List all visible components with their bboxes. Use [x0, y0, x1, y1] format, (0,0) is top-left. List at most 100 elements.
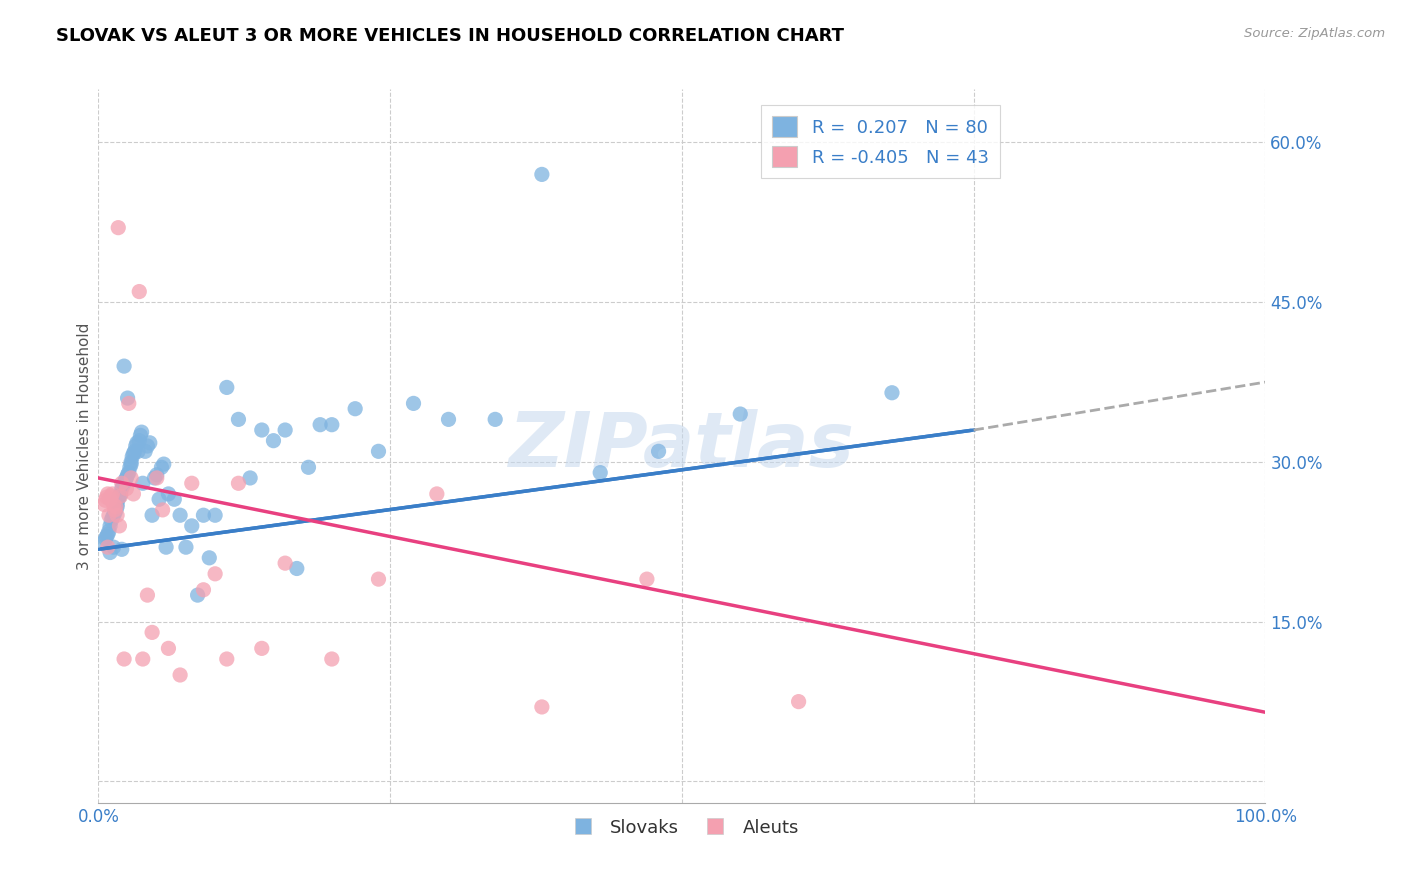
- Point: [96, 490, 118, 504]
- Point: [128, 285, 150, 299]
- Point: [426, 487, 449, 501]
- Point: [787, 695, 810, 709]
- Point: [132, 652, 155, 666]
- Point: [108, 489, 131, 503]
- Point: [105, 508, 128, 523]
- Point: [120, 457, 142, 471]
- Point: [146, 467, 169, 482]
- Point: [104, 503, 127, 517]
- Point: [285, 561, 308, 575]
- Point: [131, 425, 153, 439]
- Point: [228, 412, 250, 426]
- Point: [112, 476, 135, 491]
- Point: [228, 476, 250, 491]
- Point: [193, 508, 215, 523]
- Point: [297, 460, 319, 475]
- Point: [121, 450, 143, 464]
- Point: [118, 466, 141, 480]
- Text: Source: ZipAtlas.com: Source: ZipAtlas.com: [1244, 27, 1385, 40]
- Point: [108, 519, 131, 533]
- Point: [105, 498, 128, 512]
- Point: [125, 435, 148, 450]
- Point: [98, 519, 121, 533]
- Point: [97, 487, 120, 501]
- Point: [143, 471, 166, 485]
- Point: [134, 444, 156, 458]
- Point: [127, 444, 149, 458]
- Point: [101, 487, 124, 501]
- Point: [169, 668, 191, 682]
- Point: [148, 492, 170, 507]
- Point: [97, 527, 120, 541]
- Point: [118, 460, 141, 475]
- Point: [96, 529, 118, 543]
- Point: [274, 556, 297, 570]
- Point: [120, 471, 142, 485]
- Point: [111, 476, 134, 491]
- Point: [93, 498, 115, 512]
- Point: [139, 435, 162, 450]
- Point: [97, 524, 120, 539]
- Point: [215, 652, 238, 666]
- Point: [163, 492, 186, 507]
- Point: [104, 503, 127, 517]
- Point: [103, 540, 125, 554]
- Point: [344, 401, 367, 416]
- Point: [105, 500, 128, 514]
- Point: [180, 476, 202, 491]
- Point: [187, 588, 209, 602]
- Point: [250, 423, 273, 437]
- Point: [111, 542, 134, 557]
- Point: [250, 641, 273, 656]
- Point: [128, 434, 150, 448]
- Point: [111, 482, 134, 496]
- Point: [100, 514, 122, 528]
- Point: [730, 407, 752, 421]
- Point: [321, 417, 343, 432]
- Point: [636, 572, 658, 586]
- Point: [204, 566, 226, 581]
- Point: [136, 588, 159, 602]
- Point: [100, 489, 122, 503]
- Point: [117, 467, 139, 482]
- Y-axis label: 3 or more Vehicles in Household: 3 or more Vehicles in Household: [77, 322, 91, 570]
- Point: [141, 625, 163, 640]
- Point: [122, 487, 145, 501]
- Point: [402, 396, 425, 410]
- Point: [309, 417, 332, 432]
- Point: [204, 508, 226, 523]
- Point: [112, 359, 135, 373]
- Point: [262, 434, 284, 448]
- Point: [124, 444, 146, 458]
- Point: [93, 534, 115, 549]
- Point: [125, 439, 148, 453]
- Point: [110, 487, 132, 501]
- Point: [589, 466, 612, 480]
- Point: [146, 471, 169, 485]
- Point: [94, 532, 117, 546]
- Point: [110, 489, 132, 503]
- Point: [193, 582, 215, 597]
- Point: [530, 168, 553, 182]
- Point: [98, 545, 121, 559]
- Point: [367, 444, 389, 458]
- Point: [174, 540, 197, 554]
- Point: [157, 487, 180, 501]
- Point: [157, 641, 180, 656]
- Point: [117, 391, 139, 405]
- Text: SLOVAK VS ALEUT 3 OR MORE VEHICLES IN HOUSEHOLD CORRELATION CHART: SLOVAK VS ALEUT 3 OR MORE VEHICLES IN HO…: [56, 27, 844, 45]
- Point: [152, 457, 174, 471]
- Point: [647, 444, 669, 458]
- Point: [115, 482, 138, 496]
- Point: [155, 540, 177, 554]
- Point: [169, 508, 191, 523]
- Point: [107, 492, 129, 507]
- Point: [198, 550, 221, 565]
- Point: [112, 652, 135, 666]
- Point: [150, 460, 173, 475]
- Point: [97, 508, 120, 523]
- Point: [215, 380, 238, 394]
- Point: [98, 492, 121, 507]
- Point: [94, 493, 117, 508]
- Point: [274, 423, 297, 437]
